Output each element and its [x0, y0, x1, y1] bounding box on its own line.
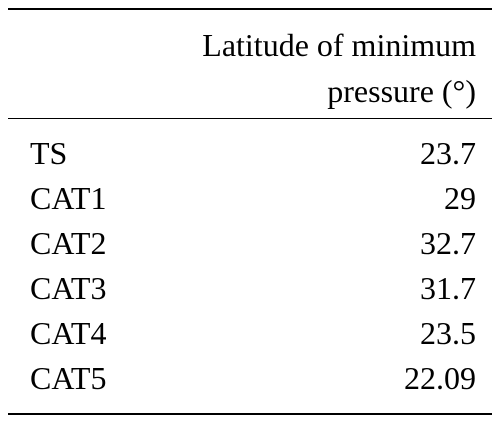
value-cell: 31.7: [420, 270, 476, 306]
value-cell: 29: [444, 180, 476, 216]
table-row: TS 23.7: [8, 131, 492, 176]
category-cell: CAT4: [30, 315, 107, 351]
category-cell: CAT5: [30, 360, 107, 396]
table-header: Latitude of minimum pressure (°): [8, 10, 492, 118]
data-table: Latitude of minimum pressure (°) TS 23.7…: [8, 8, 492, 415]
value-cell: 23.5: [420, 315, 476, 351]
value-cell: 23.7: [420, 135, 476, 171]
category-cell: CAT3: [30, 270, 107, 306]
table-row: CAT1 29: [8, 176, 492, 221]
value-cell: 32.7: [420, 225, 476, 261]
table-row: CAT3 31.7: [8, 266, 492, 311]
table-row: CAT2 32.7: [8, 221, 492, 266]
table-body: TS 23.7 CAT1 29 CAT2 32.7 CAT3 31.7 CAT4…: [8, 119, 492, 413]
table-row: CAT5 22.09: [8, 356, 492, 401]
top-rule: [8, 8, 492, 10]
table-row: CAT4 23.5: [8, 311, 492, 356]
header-rule: [8, 118, 492, 119]
column-header-line-2: pressure (°): [327, 73, 476, 109]
value-cell: 22.09: [404, 360, 476, 396]
column-header-line-1: Latitude of minimum: [202, 27, 476, 63]
category-cell: CAT2: [30, 225, 107, 261]
category-cell: CAT1: [30, 180, 107, 216]
category-cell: TS: [30, 135, 68, 171]
bottom-rule: [8, 413, 492, 415]
